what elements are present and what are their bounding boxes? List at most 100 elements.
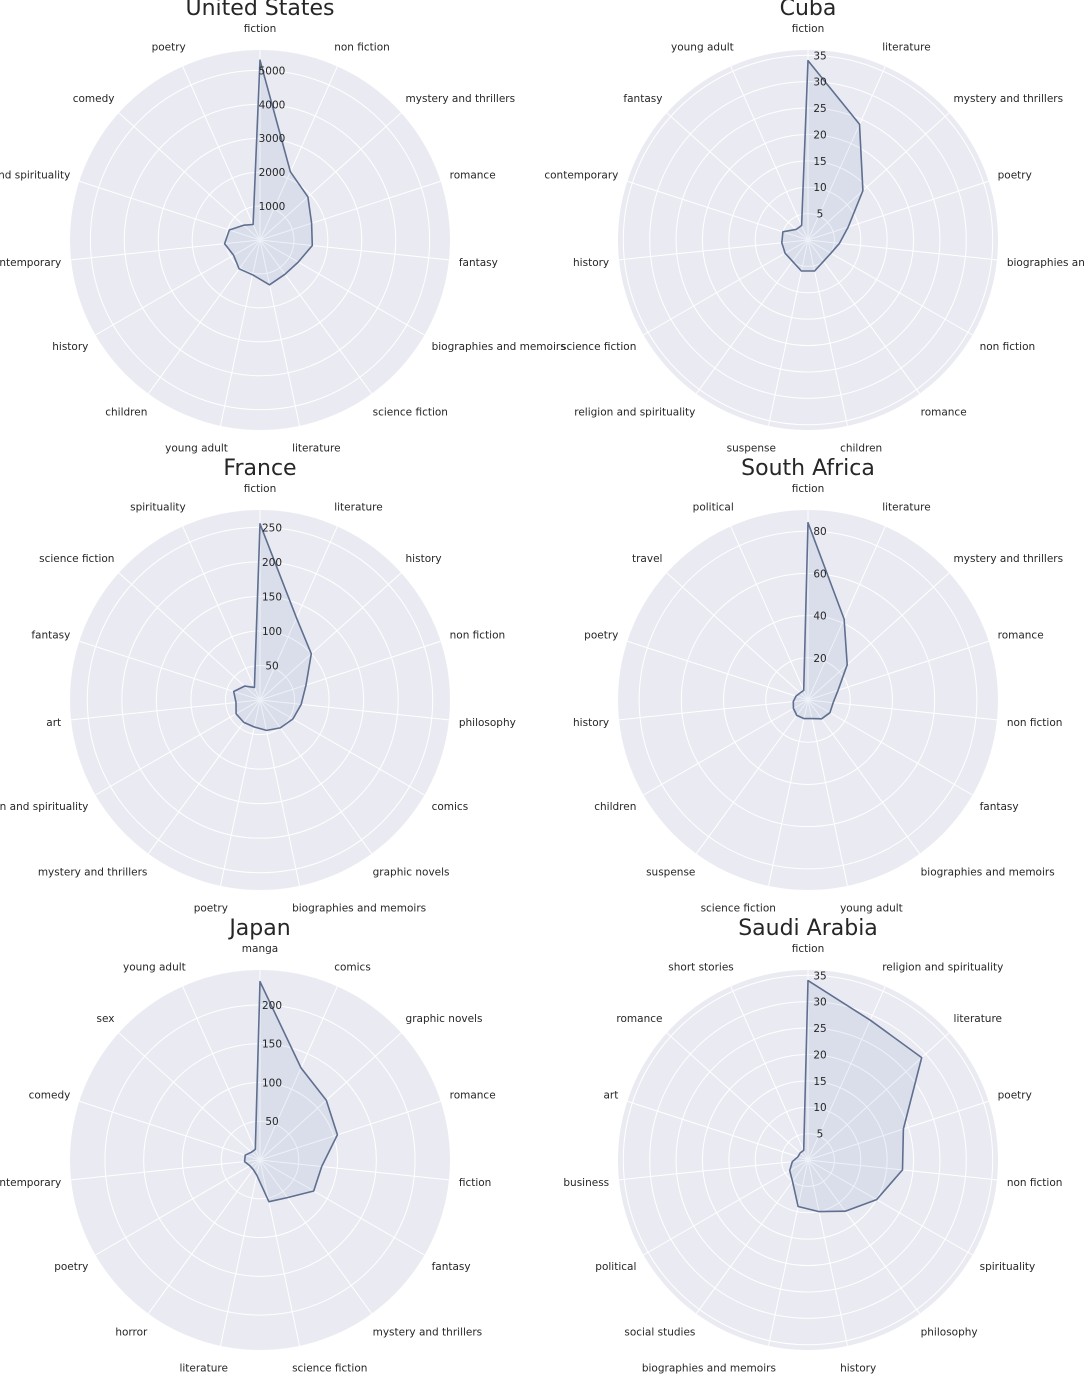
category-label: manga bbox=[242, 943, 278, 955]
radar-spoke bbox=[807, 239, 921, 395]
category-label: social studies bbox=[624, 1327, 695, 1339]
category-label: poetry bbox=[194, 902, 228, 914]
category-label: religion and spirituality bbox=[574, 407, 695, 419]
radar-spoke bbox=[807, 572, 950, 701]
category-label: poetry bbox=[998, 1089, 1032, 1101]
category-label: non fiction bbox=[450, 629, 506, 641]
category-label: biographies and memoirs bbox=[921, 867, 1055, 879]
radial-tick-label: 30 bbox=[813, 997, 826, 1009]
category-label: mystery and thrillers bbox=[954, 93, 1064, 105]
radial-tick-label: 10 bbox=[813, 182, 826, 194]
radar-spoke bbox=[79, 640, 261, 701]
category-label: travel bbox=[632, 553, 662, 565]
category-label: young adult bbox=[165, 442, 228, 454]
category-label: science fiction bbox=[561, 341, 636, 353]
radar-spoke bbox=[627, 180, 809, 241]
category-label: literature bbox=[882, 501, 930, 513]
radar-spoke bbox=[259, 699, 373, 855]
radial-tick-label: 1000 bbox=[259, 201, 286, 213]
category-label: science fiction bbox=[292, 1362, 367, 1374]
radial-tick-label: 200 bbox=[262, 557, 282, 569]
radar-spoke bbox=[259, 1159, 425, 1256]
category-label: science fiction bbox=[39, 553, 114, 565]
category-label: biographies and memoirs bbox=[292, 902, 426, 914]
category-label: religion and spirituality bbox=[0, 169, 70, 181]
radar-spoke bbox=[259, 1100, 441, 1161]
category-label: mystery and thrillers bbox=[954, 553, 1064, 565]
radar-spoke bbox=[147, 1159, 261, 1315]
radial-tick-label: 5 bbox=[817, 1129, 824, 1141]
category-label: fiction bbox=[459, 1177, 492, 1189]
radar-spoke bbox=[807, 1159, 973, 1256]
radar-spoke bbox=[807, 986, 886, 1161]
radial-tick-label: 200 bbox=[262, 1000, 282, 1012]
radial-tick-label: 5 bbox=[817, 209, 824, 221]
category-label: political bbox=[595, 1261, 636, 1273]
category-label: mystery and thrillers bbox=[38, 867, 148, 879]
radar-panel: 50 100 150 200 manga comics graphic novels roma… bbox=[0, 916, 496, 1374]
radar-spoke bbox=[695, 1159, 809, 1315]
radar-panel: 5 10 15 20 25 30 35 fiction religion and spiritu… bbox=[563, 916, 1062, 1374]
category-label: romance bbox=[998, 629, 1044, 641]
radar-spoke bbox=[259, 112, 402, 241]
radial-tick-label: 5000 bbox=[259, 65, 286, 77]
radar-spoke bbox=[259, 1159, 450, 1181]
radar-spoke bbox=[643, 239, 809, 336]
category-label: sex bbox=[96, 1013, 114, 1025]
chart-title: South Africa bbox=[741, 456, 875, 481]
radar-spoke bbox=[618, 1159, 809, 1181]
radial-tick-label: 35 bbox=[813, 970, 826, 982]
category-label: horror bbox=[115, 1327, 148, 1339]
radar-spoke bbox=[70, 699, 261, 721]
category-label: contemporary bbox=[0, 257, 61, 269]
radar-panel: 1000 2000 3000 4000 5000 fiction non fiction my… bbox=[0, 0, 566, 454]
category-label: children bbox=[840, 442, 882, 454]
category-label: non fiction bbox=[980, 341, 1036, 353]
category-label: graphic novels bbox=[406, 1013, 483, 1025]
radar-spoke bbox=[807, 1032, 950, 1161]
radar-spoke bbox=[807, 526, 886, 701]
category-label: biographies and memoirs bbox=[432, 341, 566, 353]
radar-spoke bbox=[643, 1159, 809, 1256]
category-label: poetry bbox=[54, 1261, 88, 1273]
category-label: fantasy bbox=[623, 93, 662, 105]
radial-tick-label: 25 bbox=[813, 1023, 826, 1035]
radar-spoke bbox=[807, 1159, 921, 1315]
category-label: fantasy bbox=[432, 1261, 471, 1273]
radial-tick-label: 50 bbox=[265, 660, 278, 672]
radar-spoke bbox=[807, 180, 989, 241]
radar-spoke bbox=[695, 699, 809, 855]
radial-tick-label: 250 bbox=[262, 522, 282, 534]
category-label: young adult bbox=[123, 961, 186, 973]
category-label: art bbox=[46, 717, 61, 729]
radar-spoke bbox=[147, 239, 261, 395]
radar-series-area bbox=[223, 59, 314, 286]
category-label: biographies and memoirs bbox=[1007, 257, 1084, 269]
radar-spoke bbox=[70, 1159, 261, 1181]
category-label: mystery and thrillers bbox=[406, 93, 516, 105]
category-label: religion and spirituality bbox=[882, 961, 1003, 973]
radial-tick-label: 25 bbox=[813, 103, 826, 115]
category-label: graphic novels bbox=[373, 867, 450, 879]
radar-spoke bbox=[807, 699, 848, 886]
category-label: fiction bbox=[792, 943, 825, 955]
radar-spoke bbox=[95, 699, 261, 796]
radar-spoke bbox=[807, 699, 973, 796]
radar-spoke bbox=[259, 239, 373, 395]
radar-spoke bbox=[259, 1159, 300, 1346]
category-label: comedy bbox=[73, 93, 115, 105]
radar-spoke bbox=[95, 1159, 261, 1256]
radar-spoke bbox=[807, 699, 921, 855]
radar-spoke bbox=[70, 239, 261, 261]
radar-spoke bbox=[259, 699, 425, 796]
category-label: non fiction bbox=[334, 41, 390, 53]
category-label: fiction bbox=[244, 23, 277, 35]
radar-spoke bbox=[643, 699, 809, 796]
category-label: history bbox=[573, 257, 609, 269]
radar-spoke bbox=[666, 572, 809, 701]
radar-spoke bbox=[807, 112, 950, 241]
category-label: history bbox=[52, 341, 88, 353]
radar-spoke bbox=[259, 572, 402, 701]
radar-spoke bbox=[730, 986, 809, 1161]
